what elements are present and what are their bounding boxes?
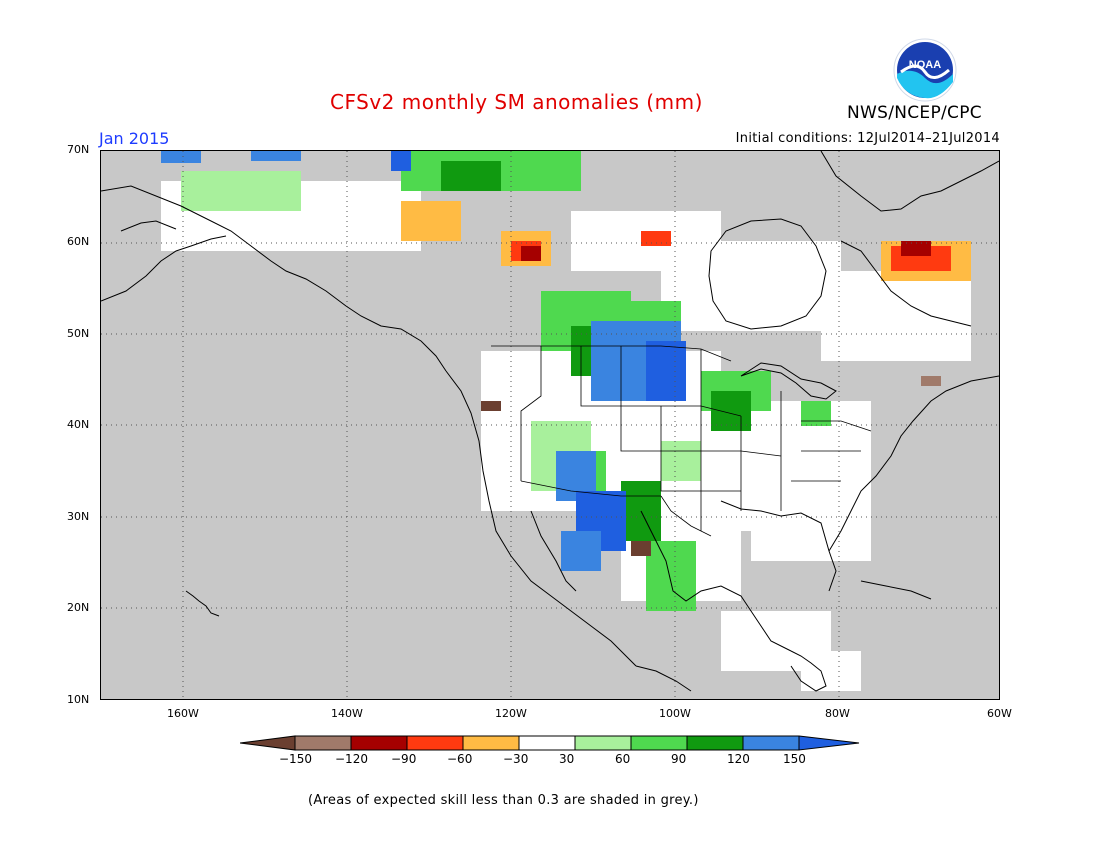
lat-label: 70N bbox=[67, 143, 90, 156]
anomaly-patch bbox=[711, 391, 751, 431]
legend-tick-label: 150 bbox=[783, 752, 806, 766]
legend-tick-label: −60 bbox=[447, 752, 473, 766]
anomaly-patch bbox=[646, 341, 686, 401]
legend-tick-label: 90 bbox=[671, 752, 687, 766]
lat-label: 60N bbox=[67, 235, 90, 248]
legend-swatch bbox=[518, 735, 576, 751]
anomaly-patch bbox=[631, 541, 651, 556]
anomaly-patch bbox=[251, 151, 301, 161]
legend-tick-label: 60 bbox=[615, 752, 631, 766]
lon-label: 100W bbox=[659, 707, 691, 720]
anomaly-patch bbox=[561, 531, 601, 571]
legend-swatch bbox=[350, 735, 408, 751]
lon-label: 140W bbox=[331, 707, 363, 720]
agency-label: NWS/NCEP/CPC bbox=[847, 103, 982, 123]
anomaly-patch bbox=[391, 151, 411, 171]
anomaly-patch bbox=[161, 151, 201, 163]
legend-swatch bbox=[574, 735, 632, 751]
lat-label: 50N bbox=[67, 327, 90, 340]
anomaly-patch bbox=[521, 246, 541, 261]
legend-tick-label: −120 bbox=[335, 752, 368, 766]
anomaly-patch bbox=[646, 541, 696, 611]
anomaly-patch bbox=[401, 201, 461, 241]
anomaly-patch bbox=[901, 241, 931, 256]
lon-label: 120W bbox=[495, 707, 527, 720]
lat-label: 10N bbox=[67, 693, 90, 706]
legend-swatch bbox=[630, 735, 688, 751]
legend-tick-label: 30 bbox=[559, 752, 575, 766]
anomaly-patch bbox=[181, 171, 301, 211]
legend-swatch bbox=[462, 735, 520, 751]
lon-label: 60W bbox=[987, 707, 1012, 720]
skill-footnote: (Areas of expected skill less than 0.3 a… bbox=[308, 793, 699, 808]
legend-arrow-right bbox=[798, 735, 860, 751]
anomaly-patch bbox=[801, 401, 831, 426]
legend-swatch bbox=[686, 735, 744, 751]
anomaly-patch bbox=[921, 376, 941, 386]
legend-tick-label: −30 bbox=[503, 752, 529, 766]
color-legend-bar bbox=[240, 735, 860, 751]
legend-tick-label: −90 bbox=[391, 752, 417, 766]
legend-tick-label: 120 bbox=[727, 752, 750, 766]
lat-label: 30N bbox=[67, 510, 90, 523]
anomaly-patch bbox=[441, 161, 501, 191]
initial-conditions: Initial conditions: 12Jul2014–21Jul2014 bbox=[735, 131, 1000, 146]
noaa-logo: NOAA bbox=[893, 38, 957, 102]
map-title: CFSv2 monthly SM anomalies (mm) bbox=[330, 90, 703, 114]
noaa-logo-text: NOAA bbox=[909, 59, 941, 71]
coastlines bbox=[100, 150, 1000, 692]
anomaly-patch bbox=[661, 441, 701, 481]
legend-swatch bbox=[406, 735, 464, 751]
lat-label: 40N bbox=[67, 418, 90, 431]
anomaly-patch bbox=[641, 231, 671, 246]
lat-label: 20N bbox=[67, 601, 90, 614]
anomaly-patch bbox=[821, 271, 971, 361]
legend-swatch bbox=[742, 735, 800, 751]
forecast-month: Jan 2015 bbox=[99, 129, 170, 148]
legend-swatch bbox=[294, 735, 352, 751]
anomaly-patch bbox=[801, 651, 861, 691]
anomaly-patch bbox=[481, 401, 501, 411]
lon-label: 80W bbox=[825, 707, 850, 720]
lon-label: 160W bbox=[167, 707, 199, 720]
map-panel bbox=[100, 150, 1000, 700]
map-canvas bbox=[100, 150, 1000, 699]
legend-tick-label: −150 bbox=[279, 752, 312, 766]
legend-arrow-left bbox=[240, 735, 296, 751]
political-borders bbox=[491, 345, 872, 537]
